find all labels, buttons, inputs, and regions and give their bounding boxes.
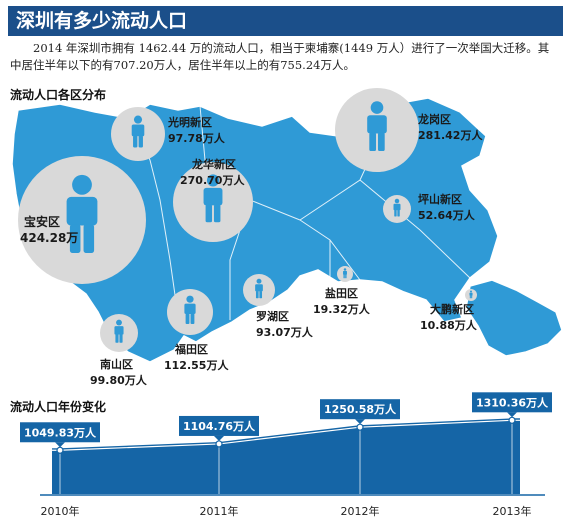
person-icon [114,319,124,343]
district-value: 281.42万人 [418,128,483,142]
district-name: 坪山新区 [418,192,462,206]
trend-section-title: 流动人口年份变化 [10,400,107,414]
district-name: 罗湖区 [256,309,289,323]
value-label-pointer [355,419,365,425]
district-value: 99.80万人 [90,373,148,387]
intro-paragraph: 2014 年深圳市拥有 1462.44 万的流动人口，相当于柬埔寨(1449 万… [10,41,550,72]
person-icon [66,174,98,253]
data-point [56,446,64,454]
data-point [356,423,364,431]
value-label: 1104.76万人 [183,419,256,433]
district-value: 19.32万人 [313,302,371,316]
person-icon [343,268,347,279]
person-icon [131,115,145,148]
person-icon [469,290,473,299]
data-point [508,416,516,424]
value-label-pointer [507,412,517,418]
person-icon [184,295,196,324]
year-tick-label: 2012年 [341,504,380,518]
district-value: 93.07万人 [256,325,314,339]
district-name: 龙华新区 [191,157,236,171]
value-label-box [179,415,259,436]
map-section-title: 流动人口各区分布 [10,88,107,102]
district-name: 光明新区 [167,115,212,129]
district-name: 南山区 [100,357,133,371]
district-value: 424.28万 [20,231,78,245]
district-value: 97.78万人 [168,131,226,145]
year-tick-label: 2011年 [200,504,239,518]
district-value: 270.70万人 [180,173,245,187]
trend-area [52,418,520,494]
value-label-pointer [55,442,65,448]
district-value: 10.88万人 [420,318,478,332]
value-label-box [20,422,100,443]
district-name: 宝安区 [24,214,60,229]
value-label-pointer [214,435,224,441]
district-name: 福田区 [174,342,208,356]
value-label: 1310.36万人 [476,395,549,409]
page-title: 深圳有多少流动人口 [8,6,563,36]
person-icon [203,174,223,223]
value-label-box [320,399,400,420]
value-label: 1049.83万人 [24,425,97,439]
district-value: 52.64万人 [418,208,476,222]
year-tick-label: 2010年 [41,504,80,518]
district-name: 大鹏新区 [430,302,474,316]
person-icon [367,101,387,151]
person-icon [255,278,263,299]
year-tick-label: 2013年 [493,504,532,518]
value-label: 1250.58万人 [324,402,397,416]
data-point [215,440,223,448]
district-name: 龙岗区 [417,112,451,126]
value-label-box [472,392,552,413]
district-value: 112.55万人 [164,358,229,372]
district-name: 盐田区 [325,286,358,300]
person-icon [393,198,401,217]
